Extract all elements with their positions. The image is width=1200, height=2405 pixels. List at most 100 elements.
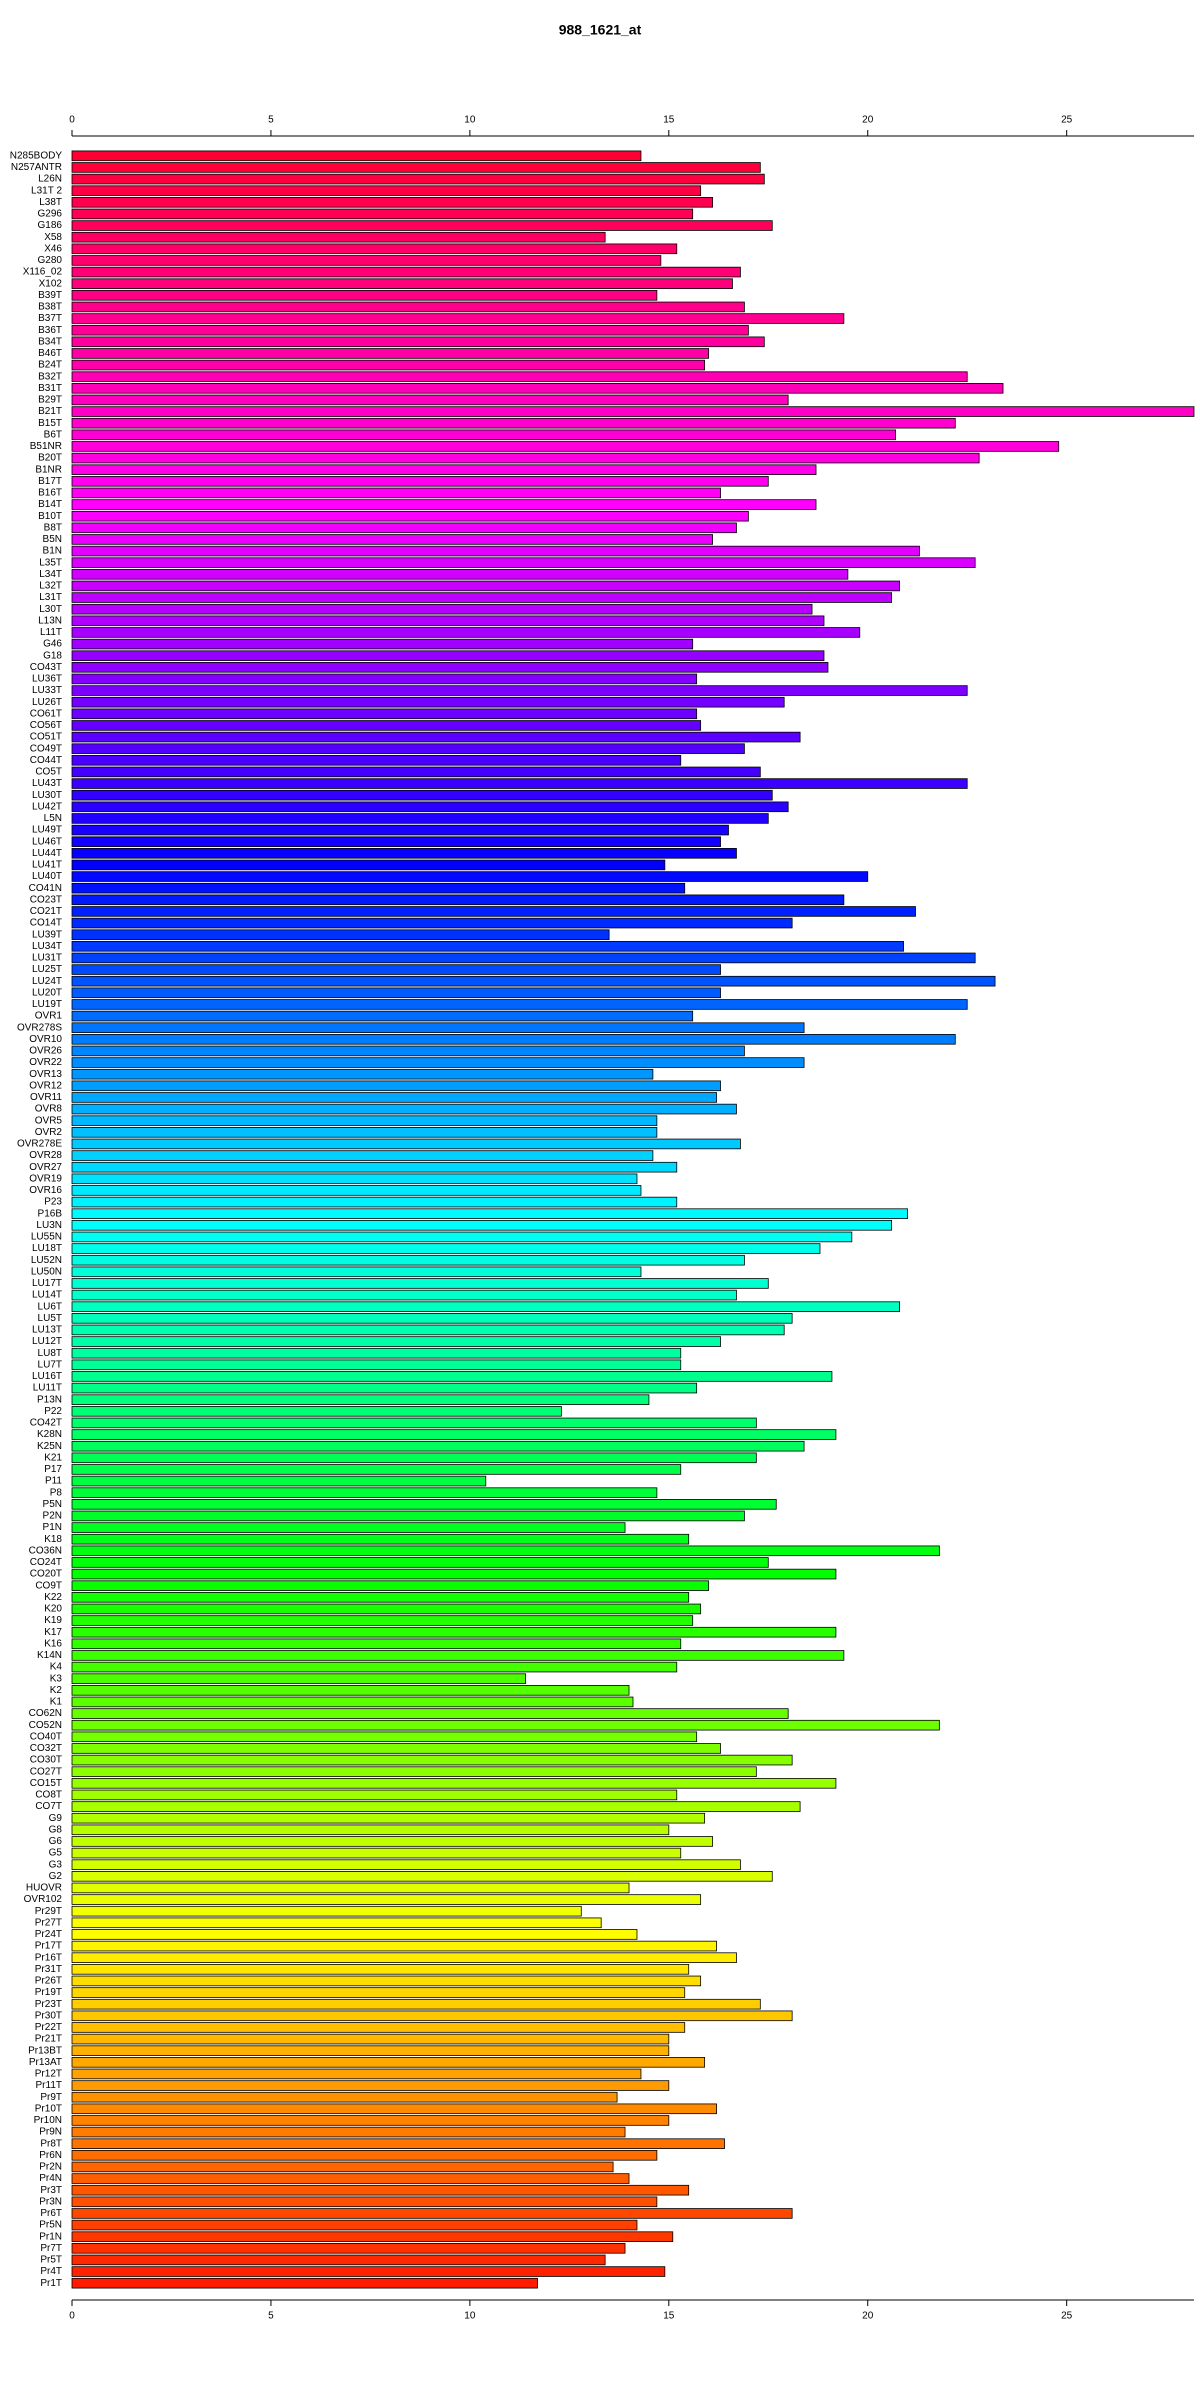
y-tick-label: G280 <box>38 255 63 266</box>
y-tick-label: LU42T <box>32 801 62 812</box>
bar <box>71 452 980 464</box>
y-tick-label: OVR278S <box>17 1022 62 1033</box>
bar <box>71 906 916 917</box>
bar <box>71 1719 940 1731</box>
bar <box>71 1127 658 1138</box>
bar <box>71 743 745 754</box>
y-tick-label: P13N <box>37 1394 62 1405</box>
bar <box>71 999 968 1010</box>
y-tick-label: CO24T <box>30 1557 62 1568</box>
bar <box>71 2010 793 2022</box>
y-tick-label: LU18T <box>32 1243 62 1254</box>
bar <box>71 1417 757 1429</box>
bar <box>71 2243 626 2254</box>
y-tick-label: CO43T <box>30 662 62 673</box>
y-tick-label: G18 <box>43 650 62 661</box>
bar <box>71 1731 698 1743</box>
x-tick-label: 5 <box>268 115 274 126</box>
y-tick-label: OVR8 <box>35 1104 63 1115</box>
bar <box>71 1580 709 1591</box>
bar <box>71 929 610 940</box>
bar <box>71 1522 626 1533</box>
y-tick-label: OVR22 <box>29 1057 62 1068</box>
bar <box>71 2068 642 2080</box>
bar <box>71 1138 741 1150</box>
y-tick-label: LU36T <box>32 674 62 685</box>
y-tick-label: LU52N <box>31 1255 62 1266</box>
bar <box>71 2208 793 2219</box>
bar <box>71 1289 737 1301</box>
y-tick-label: P23 <box>44 1197 62 1208</box>
bar <box>71 2266 666 2277</box>
bar <box>71 1278 769 1289</box>
y-tick-label: Pr6N <box>39 2150 62 2161</box>
bar <box>71 917 793 929</box>
y-tick-label: B39T <box>38 290 62 301</box>
y-tick-label: LU41T <box>32 860 62 871</box>
y-tick-label: B5N <box>43 534 62 545</box>
bar <box>71 720 702 731</box>
bar <box>71 1940 717 1952</box>
y-tick-label: B34T <box>38 336 62 347</box>
y-tick-label: Pr11T <box>36 2080 63 2091</box>
y-tick-label: B32T <box>38 371 62 382</box>
y-tick-label: X116_02 <box>23 267 63 278</box>
bar <box>71 1464 682 1475</box>
bar <box>71 859 666 871</box>
y-tick-label: B14T <box>38 499 62 510</box>
y-tick-label: X58 <box>44 232 62 243</box>
bar <box>71 359 706 371</box>
y-tick-label: B29T <box>38 395 62 406</box>
y-tick-label: Pr13BT <box>28 2045 62 2056</box>
chart-title: 988_1621_at <box>559 22 642 38</box>
y-tick-label: K28N <box>37 1429 62 1440</box>
y-tick-label: CO14T <box>30 918 62 929</box>
bar <box>71 557 976 568</box>
bar <box>71 429 896 441</box>
y-tick-label: LU14T <box>32 1290 62 1301</box>
y-tick-label: CO56T <box>30 720 62 731</box>
bar <box>71 975 996 987</box>
bar <box>71 162 761 173</box>
bar <box>71 185 702 196</box>
bar <box>71 1754 793 1766</box>
bar <box>71 255 662 266</box>
bar <box>71 2080 670 2091</box>
y-tick-label: LU26T <box>32 697 62 708</box>
bar <box>71 1789 678 1801</box>
bar <box>71 1545 940 1557</box>
bar <box>71 1406 562 1417</box>
y-tick-label: LU25T <box>32 964 62 975</box>
bar <box>71 2103 717 2115</box>
bar <box>71 836 721 847</box>
y-tick-label: CO44T <box>30 755 62 766</box>
y-tick-label: Pr2N <box>39 2162 62 2173</box>
y-tick-label: CO9T <box>35 1580 62 1591</box>
y-tick-label: CO51T <box>30 732 62 743</box>
y-tick-label: X102 <box>39 278 63 289</box>
y-tick-label: G9 <box>49 1813 63 1824</box>
bar <box>71 1440 805 1452</box>
bar <box>71 231 606 243</box>
bar <box>71 824 729 836</box>
y-tick-label: B1N <box>43 546 62 557</box>
bar <box>71 1615 694 1626</box>
bar <box>71 1115 658 1126</box>
y-tick-label: LU5T <box>38 1313 62 1324</box>
y-tick-label: G6 <box>49 1836 63 1847</box>
bar <box>71 638 694 650</box>
bar <box>71 2115 670 2126</box>
bar <box>71 952 976 964</box>
bar <box>71 1324 785 1336</box>
y-tick-label: LU43T <box>32 778 62 789</box>
y-tick-label: OVR19 <box>29 1173 62 1184</box>
y-tick-label: B10T <box>38 511 62 522</box>
y-tick-label: Pr9T <box>40 2092 62 2103</box>
y-tick-label: LU12T <box>32 1336 62 1347</box>
bar <box>71 1975 702 1987</box>
bar <box>71 1533 690 1545</box>
bar <box>71 545 920 557</box>
bar <box>71 220 773 231</box>
y-tick-label: G3 <box>49 1859 63 1870</box>
bar <box>71 278 733 289</box>
